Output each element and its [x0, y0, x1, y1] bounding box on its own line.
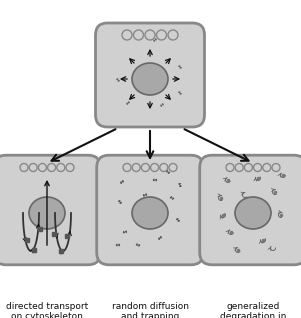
- Text: generalized
degradation in
combination with
local protection: generalized degradation in combination w…: [214, 302, 292, 318]
- Ellipse shape: [132, 63, 168, 95]
- Circle shape: [134, 30, 144, 40]
- Circle shape: [122, 30, 132, 40]
- FancyBboxPatch shape: [0, 155, 100, 265]
- Circle shape: [66, 163, 74, 171]
- Circle shape: [48, 163, 56, 171]
- Circle shape: [244, 163, 253, 171]
- Circle shape: [20, 163, 28, 171]
- Circle shape: [169, 163, 177, 171]
- FancyBboxPatch shape: [97, 155, 203, 265]
- Circle shape: [123, 163, 131, 171]
- Circle shape: [168, 30, 178, 40]
- Circle shape: [160, 163, 168, 171]
- Circle shape: [57, 163, 65, 171]
- Ellipse shape: [235, 197, 271, 229]
- Ellipse shape: [132, 197, 168, 229]
- Circle shape: [29, 163, 37, 171]
- Ellipse shape: [29, 197, 65, 229]
- Circle shape: [263, 163, 271, 171]
- Text: directed transport
on cytoskeleton: directed transport on cytoskeleton: [6, 302, 88, 318]
- Circle shape: [132, 163, 140, 171]
- Circle shape: [272, 163, 280, 171]
- Circle shape: [235, 163, 243, 171]
- Circle shape: [254, 163, 262, 171]
- Text: random diffusion
and trapping: random diffusion and trapping: [111, 302, 188, 318]
- Circle shape: [141, 163, 149, 171]
- FancyBboxPatch shape: [200, 155, 301, 265]
- Circle shape: [39, 163, 46, 171]
- Circle shape: [226, 163, 234, 171]
- Circle shape: [150, 163, 159, 171]
- FancyBboxPatch shape: [95, 23, 204, 127]
- Circle shape: [145, 30, 155, 40]
- Circle shape: [157, 30, 166, 40]
